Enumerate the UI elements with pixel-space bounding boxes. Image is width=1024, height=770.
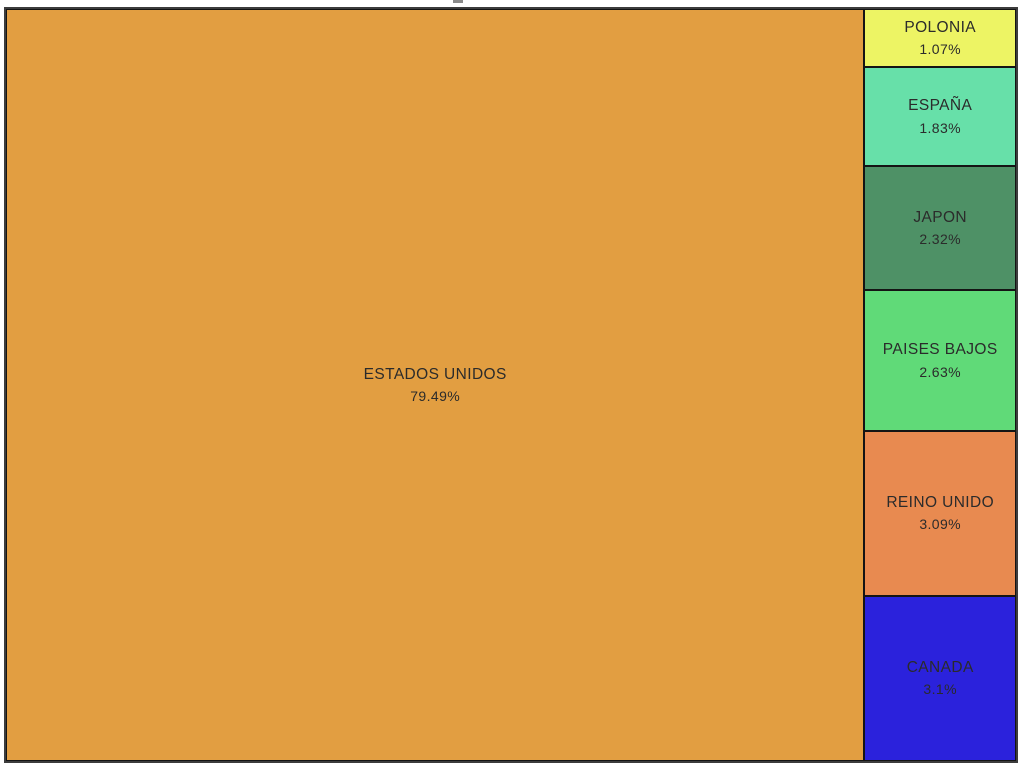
treemap-cell-japon[interactable]: JAPON 2.32%: [864, 165, 1016, 291]
cell-label: CANADA: [906, 658, 974, 676]
cell-value: 3.1%: [923, 681, 957, 698]
cell-label: ESPAÑA: [908, 97, 973, 115]
cell-value: 1.83%: [919, 119, 962, 136]
treemap-cell-reino-unido[interactable]: REINO UNIDO 3.09%: [864, 430, 1016, 596]
cell-value: 2.63%: [919, 363, 962, 380]
cell-value: 2.32%: [919, 231, 962, 248]
treemap-chart: ESTADOS UNIDOS 79.49% POLONIA 1.07% ESPA…: [4, 7, 1018, 763]
cell-label: POLONIA: [904, 18, 977, 36]
cell-label: JAPON: [913, 208, 968, 226]
treemap-cell-espana[interactable]: ESPAÑA 1.83%: [864, 67, 1016, 166]
treemap-cell-paises-bajos[interactable]: PAISES BAJOS 2.63%: [864, 290, 1016, 431]
cell-value: 1.07%: [919, 41, 962, 58]
treemap-cell-polonia[interactable]: POLONIA 1.07%: [864, 9, 1016, 68]
treemap-right-column: POLONIA 1.07% ESPAÑA 1.83% JAPON 2.32% P…: [864, 9, 1016, 761]
cell-label: REINO UNIDO: [886, 493, 995, 511]
clipped-title-fragment: [453, 0, 463, 3]
cell-value: 3.09%: [919, 516, 962, 533]
cell-label: PAISES BAJOS: [882, 341, 998, 359]
treemap-cell-canada[interactable]: CANADA 3.1%: [864, 595, 1016, 761]
treemap-cell-estados-unidos[interactable]: ESTADOS UNIDOS 79.49%: [6, 9, 865, 761]
cell-value: 79.49%: [410, 388, 461, 405]
cell-label: ESTADOS UNIDOS: [363, 365, 507, 383]
